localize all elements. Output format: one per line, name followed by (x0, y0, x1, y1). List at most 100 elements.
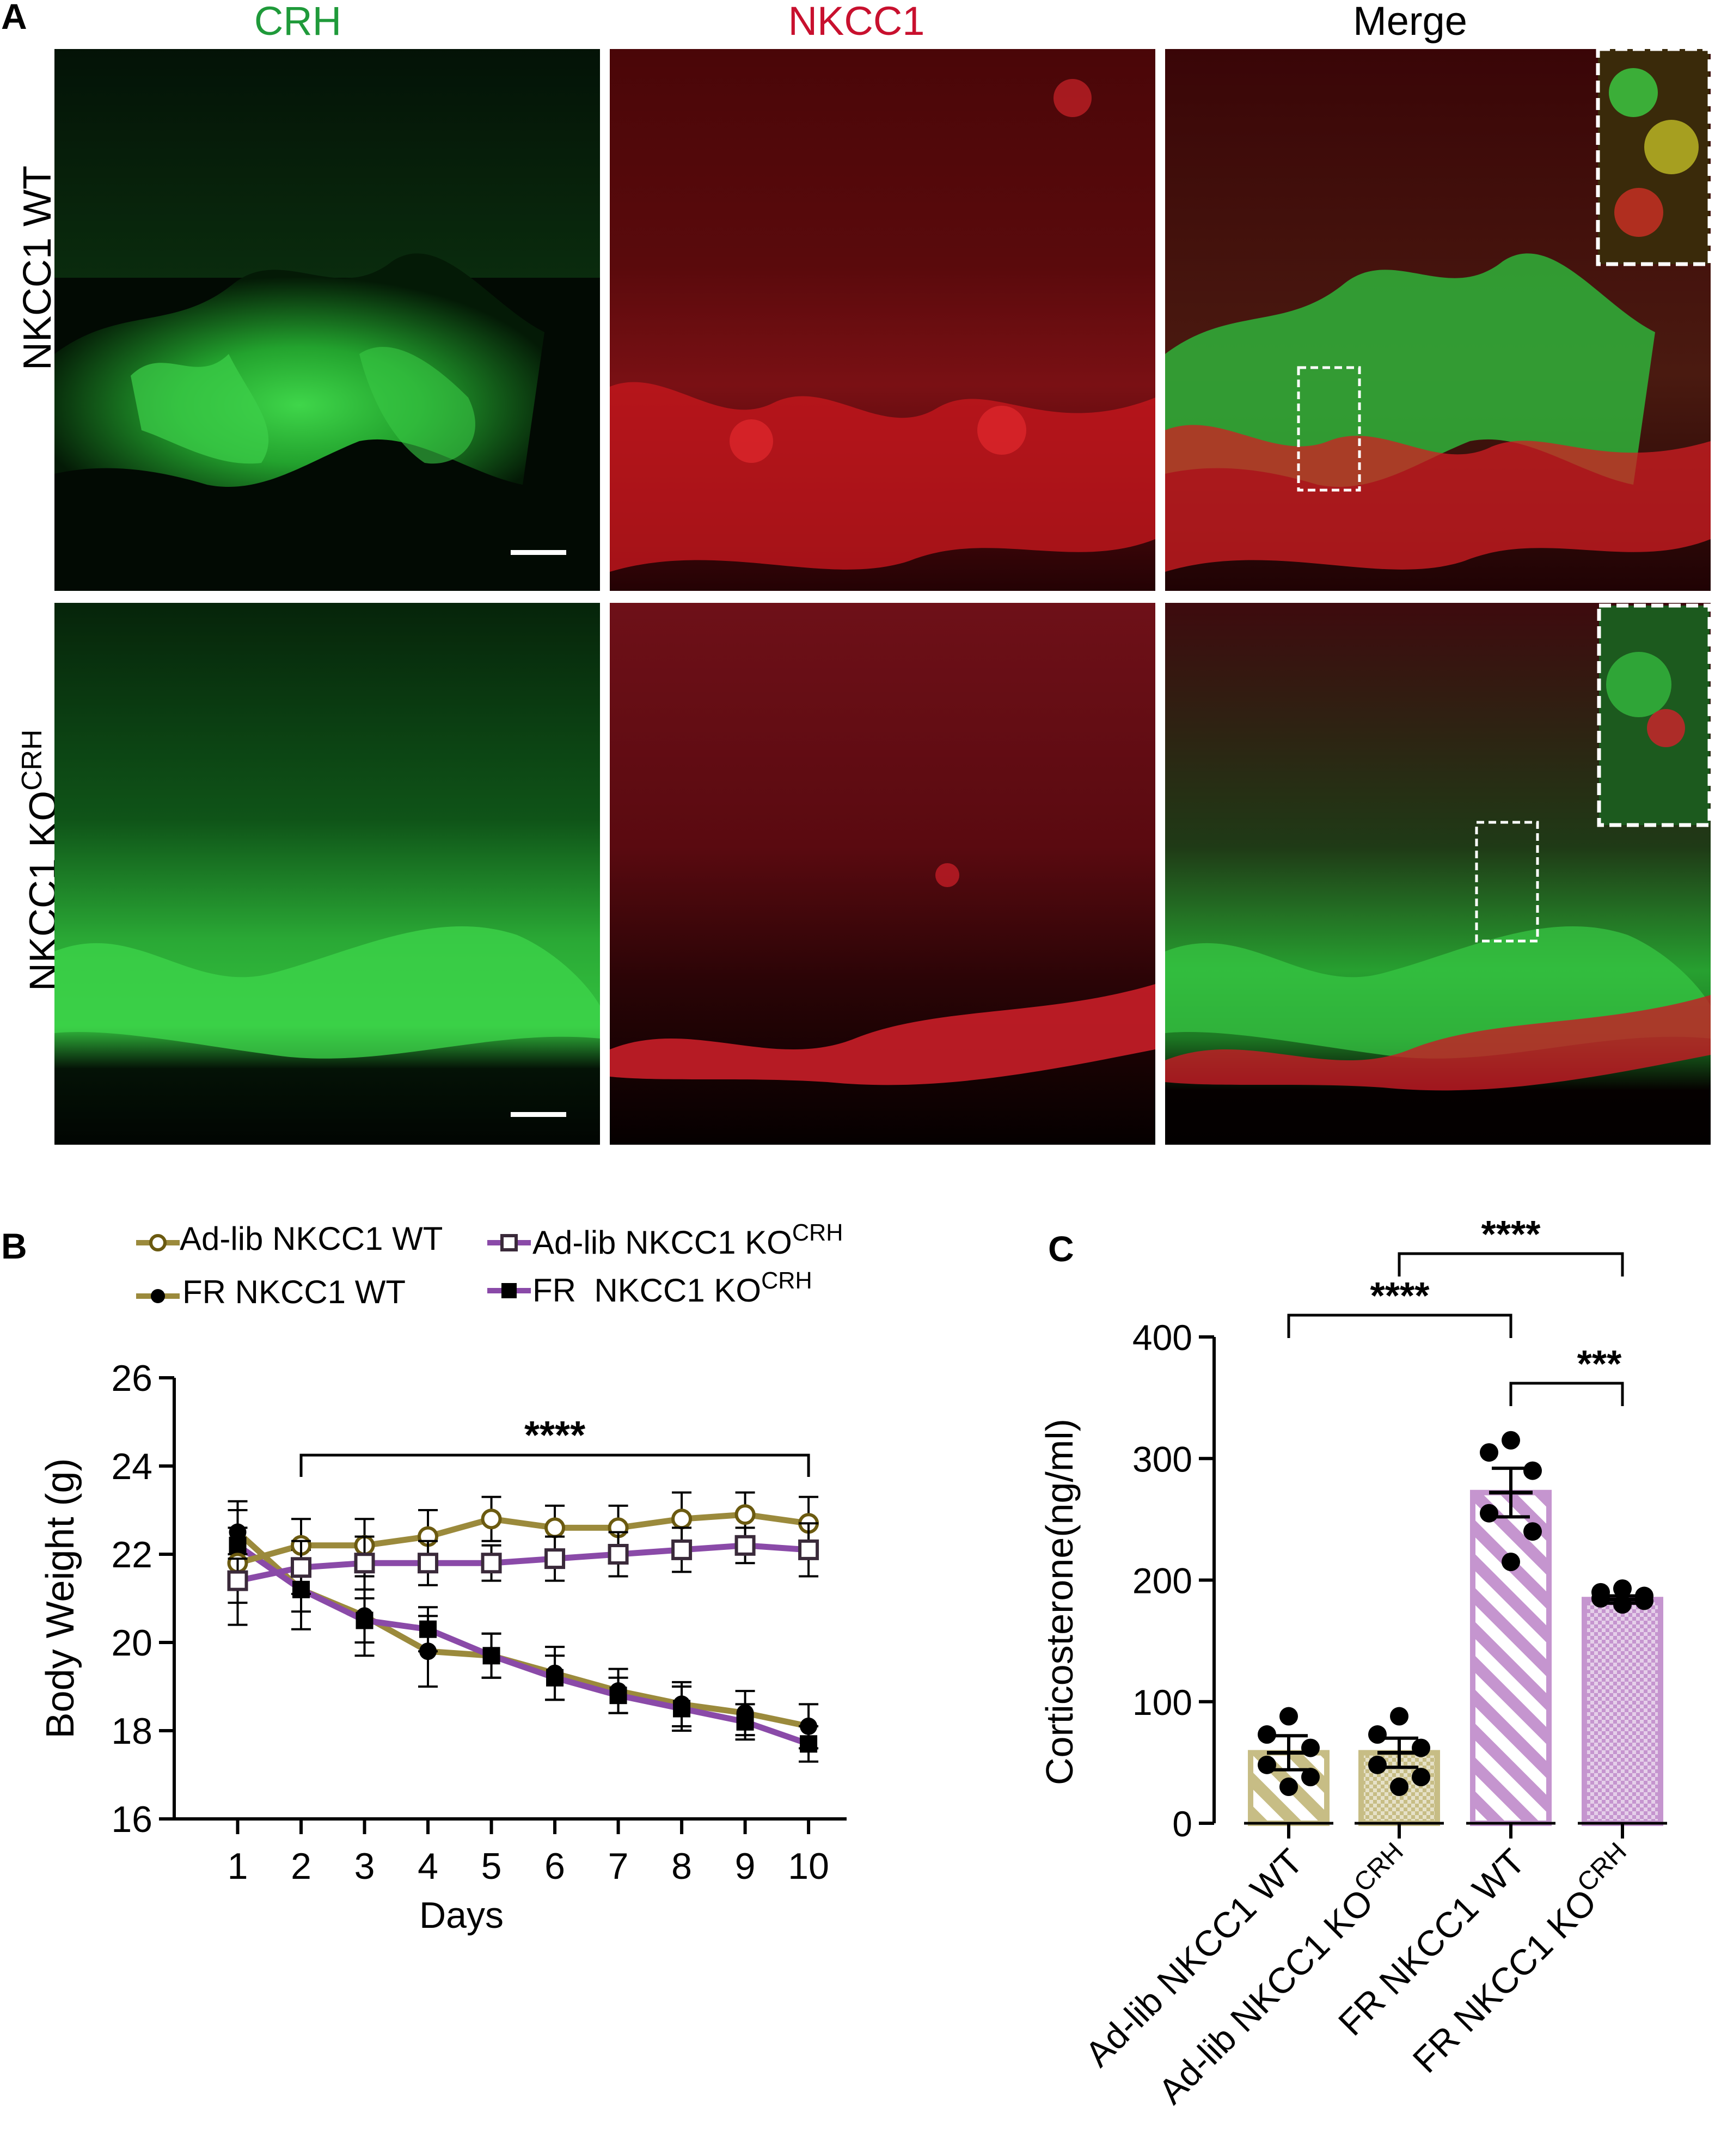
panel-b-letter: B (1, 1226, 27, 1266)
significance-bracket (1509, 1382, 1624, 1406)
category-label-text: Ad-lib NKCC1 KO (1150, 1881, 1381, 2111)
y-tick-label: 400 (1132, 1317, 1192, 1358)
column-header-merge: Merge (1353, 0, 1467, 44)
data-point (544, 1548, 566, 1569)
data-point (800, 1735, 818, 1753)
micrograph-crh-wt (54, 49, 600, 591)
data-point (1480, 1504, 1498, 1523)
data-point (1591, 1589, 1610, 1608)
data-point (736, 1713, 754, 1731)
data-point (1502, 1431, 1520, 1450)
data-point (1279, 1778, 1298, 1797)
inset-roi-box (1475, 821, 1539, 943)
data-point (1368, 1725, 1387, 1744)
bar (1470, 1489, 1552, 1826)
data-point (1635, 1591, 1653, 1610)
data-point (1258, 1755, 1276, 1774)
y-tick-label: 0 (1172, 1804, 1192, 1844)
data-point (673, 1700, 691, 1718)
micrograph-merge-wt (1165, 49, 1711, 591)
data-point (1523, 1522, 1542, 1541)
data-point (1368, 1755, 1387, 1774)
y-axis-label: Corticosterone(ng/ml) (1038, 1419, 1081, 1785)
legend-marker-open-square (487, 1234, 531, 1251)
data-point (798, 1539, 819, 1560)
data-point (1502, 1553, 1520, 1572)
column-header-nkcc1: NKCC1 (788, 0, 925, 44)
y-tick-label: 18 (111, 1711, 152, 1752)
data-point (354, 1553, 375, 1574)
data-point (1390, 1707, 1408, 1726)
data-point (481, 1508, 502, 1530)
y-tick-label: 24 (111, 1446, 152, 1487)
significance-label: *** (1577, 1342, 1622, 1385)
data-point (1258, 1725, 1276, 1744)
data-point (356, 1611, 373, 1629)
x-tick-label: 4 (418, 1846, 438, 1887)
data-point (419, 1620, 437, 1638)
legend-b: Ad-lib NKCC1 WT Ad-lib NKCC1 KOCRH FR NK… (136, 1220, 909, 1329)
y-tick-label: 200 (1132, 1561, 1192, 1601)
data-point (1301, 1768, 1320, 1787)
data-point (1480, 1443, 1498, 1462)
y-tick-label: 300 (1132, 1439, 1192, 1479)
data-point (1523, 1461, 1542, 1480)
bar-chart-corticosterone: 0 100 200 300 400 Corticosterone(ng/ml) Ad-lib… (1038, 1213, 1667, 2111)
x-tick-label: 3 (354, 1846, 375, 1887)
y-tick-label: 26 (111, 1358, 152, 1399)
x-tick-label: 8 (671, 1846, 692, 1887)
y-tick-label: 20 (111, 1622, 152, 1664)
panel-c-letter: C (1048, 1229, 1074, 1269)
x-axis-label: Days (419, 1895, 504, 1936)
legend-label-fr-wt: FR NKCC1 WT (182, 1274, 406, 1310)
micrograph-nkcc1-ko (610, 603, 1155, 1145)
data-point (1412, 1738, 1430, 1757)
inset-zoom-box (1597, 603, 1711, 827)
row-label-wt: NKCC1 WT (16, 166, 59, 370)
panel-a-letter: A (1, 0, 27, 36)
y-tick-label: 22 (111, 1534, 152, 1575)
legend-marker-filled-square (487, 1283, 531, 1298)
series-line (236, 1543, 810, 1747)
micrograph-crh-ko (54, 603, 600, 1145)
legend-label-adlib-ko: Ad-lib NKCC1 KOCRH (532, 1220, 843, 1261)
bar (1582, 1597, 1663, 1826)
column-header-crh: CRH (254, 0, 342, 44)
y-tick-label: 100 (1132, 1682, 1192, 1723)
data-point (1301, 1738, 1320, 1757)
legend-label-fr-ko: FR NKCC1 KOCRH (532, 1268, 812, 1309)
data-point (609, 1687, 627, 1705)
y-axis-label: Body Weight (g) (39, 1458, 82, 1739)
data-point (671, 1508, 693, 1530)
data-point (734, 1535, 756, 1556)
series-line (237, 1542, 809, 1584)
data-point (671, 1539, 693, 1560)
micrograph-merge-ko (1165, 603, 1711, 1145)
x-tick-label: 6 (544, 1846, 565, 1887)
data-point (291, 1557, 312, 1578)
data-point (608, 1544, 629, 1565)
micrograph-nkcc1-wt (610, 49, 1155, 591)
series-line (237, 1511, 809, 1566)
x-tick-label: 1 (228, 1846, 248, 1887)
x-tick-label: 5 (481, 1846, 502, 1887)
inset-roi-box (1297, 366, 1361, 492)
data-point (481, 1553, 502, 1574)
significance-bracket (299, 1453, 810, 1477)
significance-bracket (1398, 1252, 1624, 1277)
significance-label: **** (524, 1414, 585, 1457)
data-point (418, 1553, 439, 1574)
legend-marker-filled-circle (136, 1289, 180, 1303)
y-tick-label: 16 (111, 1799, 152, 1840)
significance-bracket (1287, 1314, 1512, 1338)
data-point (1613, 1579, 1632, 1598)
x-tick-label: 7 (608, 1846, 629, 1887)
data-point (544, 1517, 566, 1538)
data-point (482, 1647, 500, 1665)
significance-label: **** (1370, 1274, 1430, 1317)
x-tick-label: 9 (735, 1846, 756, 1887)
legend-marker-open-circle (136, 1234, 180, 1251)
x-tick-label: 2 (291, 1846, 311, 1887)
significance-label: **** (1481, 1213, 1541, 1255)
data-point (734, 1504, 756, 1525)
